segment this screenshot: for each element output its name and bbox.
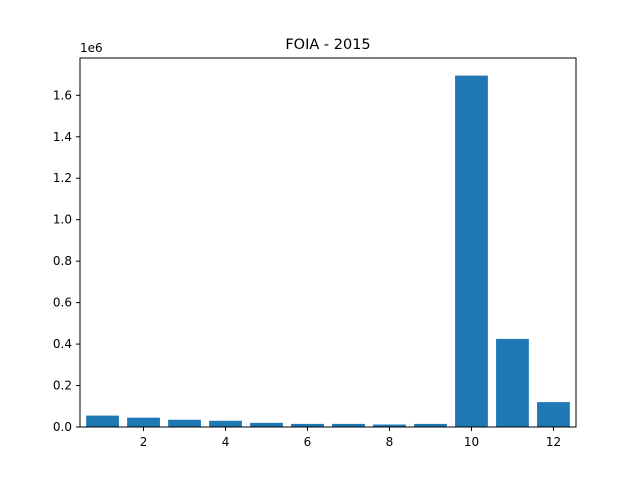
y-tick-label: 1.2 bbox=[53, 171, 72, 185]
y-tick-label: 0.6 bbox=[53, 296, 72, 310]
y-tick-label: 0.0 bbox=[53, 420, 72, 434]
x-tick-label: 4 bbox=[222, 435, 230, 449]
bar-8 bbox=[373, 424, 406, 427]
bar-11 bbox=[496, 338, 529, 427]
bars-group bbox=[86, 75, 570, 427]
y-tick-label: 1.0 bbox=[53, 213, 72, 227]
y-tick-label: 0.2 bbox=[53, 379, 72, 393]
bar-12 bbox=[537, 402, 570, 427]
bar-6 bbox=[291, 423, 324, 427]
x-tick-label: 2 bbox=[140, 435, 148, 449]
bar-9 bbox=[414, 423, 447, 427]
y-tick-label: 1.4 bbox=[53, 130, 72, 144]
x-axis: 2 4 6 8 10 12 bbox=[140, 427, 561, 449]
bar-5 bbox=[250, 422, 283, 427]
x-tick-label: 10 bbox=[464, 435, 479, 449]
y-axis: 0.0 0.2 0.4 0.6 0.8 1.0 1.2 1.4 1.6 bbox=[53, 88, 80, 434]
bar-2 bbox=[127, 417, 160, 427]
x-tick-label: 6 bbox=[304, 435, 312, 449]
bar-10 bbox=[455, 75, 488, 427]
plot-frame bbox=[79, 57, 577, 428]
bar-7 bbox=[332, 423, 365, 427]
bar-1 bbox=[86, 415, 119, 427]
y-tick-label: 0.8 bbox=[53, 254, 72, 268]
x-tick-label: 12 bbox=[546, 435, 561, 449]
x-tick-label: 8 bbox=[386, 435, 394, 449]
y-scale-label: 1e6 bbox=[80, 41, 103, 55]
y-tick-label: 0.4 bbox=[53, 337, 72, 351]
bar-3 bbox=[168, 419, 201, 427]
y-tick-label: 1.6 bbox=[53, 88, 72, 102]
chart-title: FOIA - 2015 bbox=[285, 37, 370, 53]
bar-4 bbox=[209, 420, 242, 427]
